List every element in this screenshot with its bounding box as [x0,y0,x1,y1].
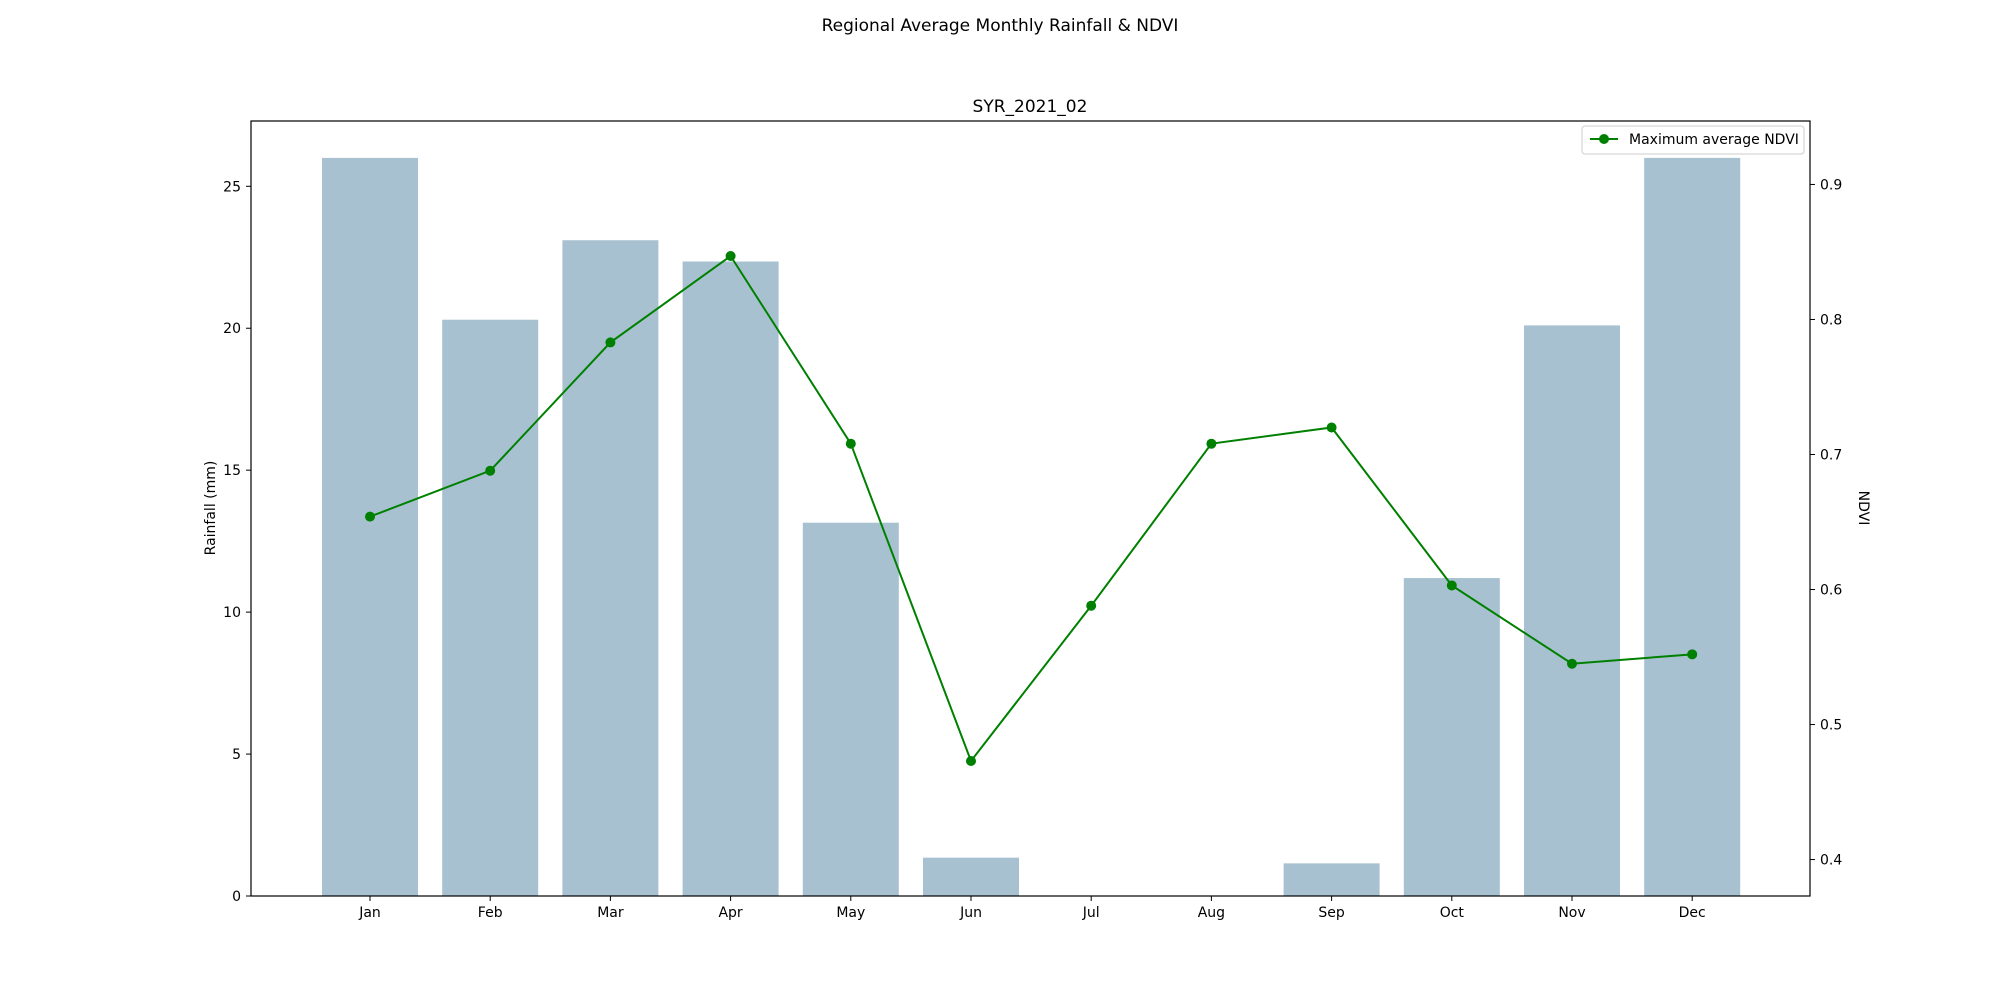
rainfall-bar-jan [322,157,418,896]
legend: Maximum average NDVI [1581,125,1805,155]
rainfall-bar-sep [1283,863,1380,896]
y2-tick-label: 0.7 [1820,447,1842,463]
rainfall-bar-mar [562,240,659,896]
ndvi-point-apr [725,251,736,262]
x-tick-label-feb: Feb [478,905,503,921]
y2-axis-ticks: 0.4 0.5 0.6 0.7 0.8 0.9 [1810,177,1842,869]
ndvi-point-jun [966,755,976,766]
x-tick-label-apr: Apr [718,905,742,921]
ndvi-point-nov [1567,658,1577,669]
y2-tick-label: 0.8 [1820,312,1842,328]
y2-tick-label: 0.5 [1820,718,1842,734]
legend-box [1581,125,1805,155]
plot-area-frame [250,120,1811,897]
ndvi-line [369,254,1693,764]
x-tick-label-jul: Jul [1082,905,1100,921]
rainfall-bar-dec [1644,157,1741,896]
y2-tick-label: 0.4 [1820,853,1842,869]
y2-tick-label: 0.9 [1820,177,1842,193]
ndvi-point-jan [365,511,375,522]
rainfall-bar-apr [682,261,779,896]
y-tick-label: 15 [223,463,241,479]
y-tick-label: 20 [223,321,241,337]
x-axis-ticks: Jan Feb Mar Apr May Jun Jul Aug Sep Oct Nov Dec [358,896,1706,921]
x-tick-label-oct: Oct [1440,905,1465,921]
x-tick-label-mar: Mar [597,905,624,921]
x-tick-label-jun: Jun [959,905,982,921]
y2-tick-label: 0.6 [1820,583,1842,599]
x-tick-label-sep: Sep [1318,905,1345,921]
ndvi-point-dec [1687,649,1698,660]
y2-axis-label: NDVI [1855,491,1871,526]
ndvi-point-mar [605,337,616,348]
x-tick-label-jan: Jan [358,905,381,921]
y-tick-label: 0 [232,889,241,905]
legend-entry-label: Maximum average NDVI [1629,132,1799,148]
legend-marker-swatch [1599,134,1609,144]
y-axis-label: Rainfall (mm) [203,461,219,556]
rainfall-bar-oct [1403,578,1500,896]
x-tick-label-nov: Nov [1558,905,1585,921]
rainfall-bar-may [802,522,899,896]
bar-series [322,157,1741,896]
ndvi-point-oct [1446,580,1457,591]
ndvi-point-may [845,438,856,449]
x-tick-label-dec: Dec [1679,905,1706,921]
x-tick-label-may: May [836,905,865,921]
y-tick-label: 5 [232,747,241,763]
rainfall-bar-jun [923,857,1019,896]
rainfall-bar-feb [442,319,539,896]
ndvi-point-jul [1086,600,1097,611]
chart-suptitle: Regional Average Monthly Rainfall & NDVI [822,16,1179,36]
ndvi-point-sep [1326,422,1337,433]
ndvi-point-feb [485,465,496,476]
chart-title: SYR_2021_02 [973,97,1088,117]
y-axis-ticks: 0 5 10 15 20 25 [223,179,251,905]
rainfall-bar-nov [1524,325,1620,896]
ndvi-point-aug [1206,438,1217,449]
x-tick-label-aug: Aug [1198,905,1225,921]
ndvi-line-series [365,251,1698,766]
y-tick-label: 25 [223,179,241,195]
y-tick-label: 10 [223,605,241,621]
